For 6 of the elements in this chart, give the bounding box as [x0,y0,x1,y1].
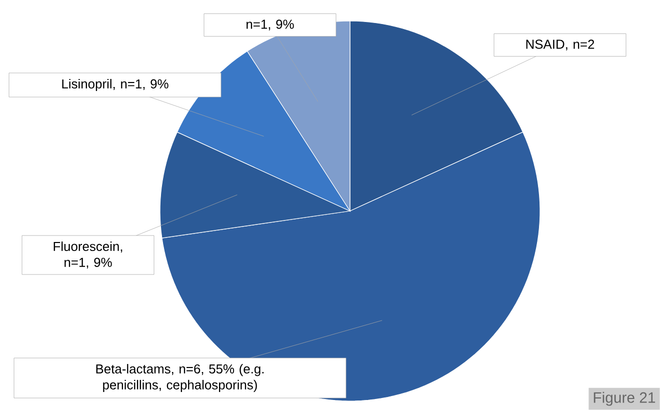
slice-label: Beta-lactams, n=6, 55% (e.g. penicillins, cephalosporins) [96,364,264,392]
slice-label: Lisinopril, n=1, 9% [62,78,168,92]
slice-label: Fluorescein, n=1, 9% [54,242,122,268]
caption: Figure 21 [594,392,656,406]
slice-label: n=1, 9% [246,20,294,30]
slice-label: NSAID, n=2 [526,40,594,50]
